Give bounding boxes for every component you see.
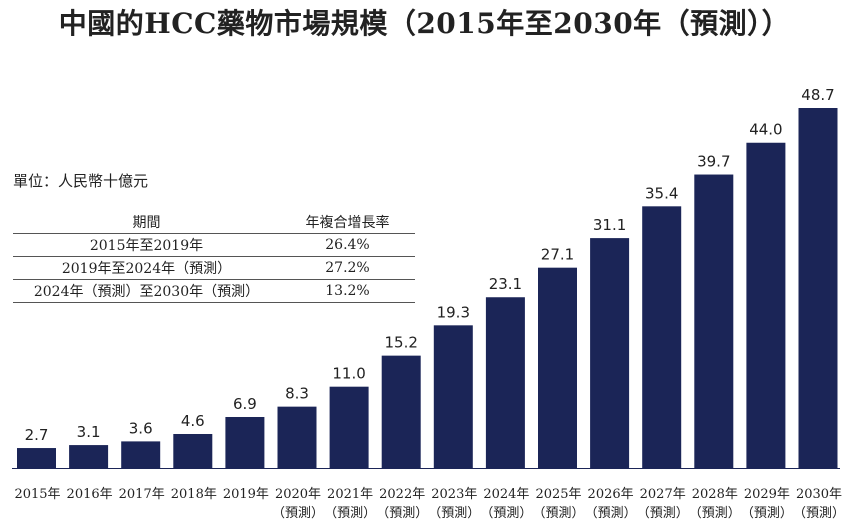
x-tick-label: 2027年 [640, 487, 686, 502]
x-tick-label: 2015年 [14, 487, 60, 502]
cagr-period: 2024年（預測）至2030年（預測） [13, 279, 280, 303]
cagr-table: 期間 年複合增長率 2015年至2019年 26.4% 2019年至2024年（… [13, 211, 415, 303]
bar-value-label: 35.4 [645, 184, 678, 202]
x-tick-sublabel: （預測） [532, 506, 584, 521]
cagr-header-row: 期間 年複合增長率 [13, 211, 415, 234]
bar [538, 267, 577, 468]
chart-title: 中國的HCC藥物市場規模（2015年至2030年（預測）） [58, 7, 791, 40]
bar-value-label: 2.7 [25, 426, 49, 444]
x-tick-label: 2025年 [535, 487, 581, 502]
bar-value-label: 31.1 [593, 216, 626, 234]
x-tick-sublabel: （預測） [272, 506, 324, 521]
bar [121, 441, 161, 468]
cagr-rate: 27.2% [280, 256, 415, 280]
x-tick-sublabel: （預測） [741, 506, 793, 521]
x-tick-label: 2018年 [171, 487, 217, 502]
bar [694, 174, 734, 468]
x-tick-label: 2019年 [223, 487, 269, 502]
cagr-period: 2015年至2019年 [13, 233, 280, 257]
x-tick-sublabel: （預測） [637, 506, 689, 521]
cagr-row: 2024年（預測）至2030年（預測） 13.2% [13, 279, 415, 303]
x-tick-sublabel: （預測） [428, 506, 480, 521]
bar-value-label: 39.7 [697, 153, 730, 171]
bar [381, 355, 421, 468]
x-tick-label: 2023年 [431, 487, 477, 502]
bar [329, 386, 369, 468]
bar-value-label: 48.7 [801, 86, 834, 104]
bar [433, 325, 473, 468]
cagr-row: 2019年至2024年（預測） 27.2% [13, 256, 415, 280]
x-tick-sublabel: （預測） [480, 506, 532, 521]
bar-value-label: 19.3 [437, 303, 470, 321]
bar [277, 406, 317, 468]
bar-value-label: 11.0 [332, 365, 365, 383]
x-tick-label: 2029年 [744, 487, 790, 502]
bar-value-label: 8.3 [285, 385, 309, 403]
bar-value-label: 4.6 [181, 412, 205, 430]
cagr-rate: 26.4% [280, 233, 415, 257]
x-tick-label: 2030年 [796, 487, 842, 502]
bar-value-label: 44.0 [749, 121, 782, 139]
bar-value-label: 3.6 [129, 419, 153, 437]
bar [485, 297, 525, 468]
bar-value-label: 23.1 [489, 275, 522, 293]
cagr-row: 2015年至2019年 26.4% [13, 233, 415, 257]
x-tick-label: 2020年 [275, 487, 321, 502]
bar [173, 433, 213, 468]
x-tick-label: 2024年 [483, 487, 529, 502]
bar-value-label: 27.1 [541, 246, 574, 264]
x-tick-sublabel: （預測） [324, 506, 376, 521]
cagr-header-rate: 年複合增長率 [280, 211, 415, 234]
x-tick-sublabel: （預測） [793, 506, 845, 521]
x-tick-sublabel: （預測） [689, 506, 741, 521]
bar [17, 448, 56, 468]
cagr-rate: 13.2% [280, 279, 415, 303]
x-tick-label: 2028年 [692, 487, 738, 502]
bar [746, 142, 786, 468]
bar-value-label: 15.2 [384, 334, 417, 352]
x-tick-label: 2026年 [588, 487, 634, 502]
bar [225, 416, 265, 468]
bar [642, 206, 682, 468]
x-tick-label: 2021年 [327, 487, 373, 502]
x-tick-sublabel: （預測） [376, 506, 428, 521]
bar [69, 445, 109, 468]
cagr-period: 2019年至2024年（預測） [13, 256, 280, 280]
bar-value-label: 6.9 [233, 395, 257, 413]
x-tick-label: 2016年 [67, 487, 113, 502]
x-tick-label: 2022年 [379, 487, 425, 502]
bar [590, 238, 630, 468]
x-tick-sublabel: （預測） [585, 506, 637, 521]
unit-label: 單位：人民幣十億元 [13, 172, 149, 190]
bar [798, 108, 838, 468]
cagr-header-period: 期間 [13, 211, 280, 234]
x-tick-label: 2017年 [119, 487, 165, 502]
bar-value-label: 3.1 [77, 423, 101, 441]
